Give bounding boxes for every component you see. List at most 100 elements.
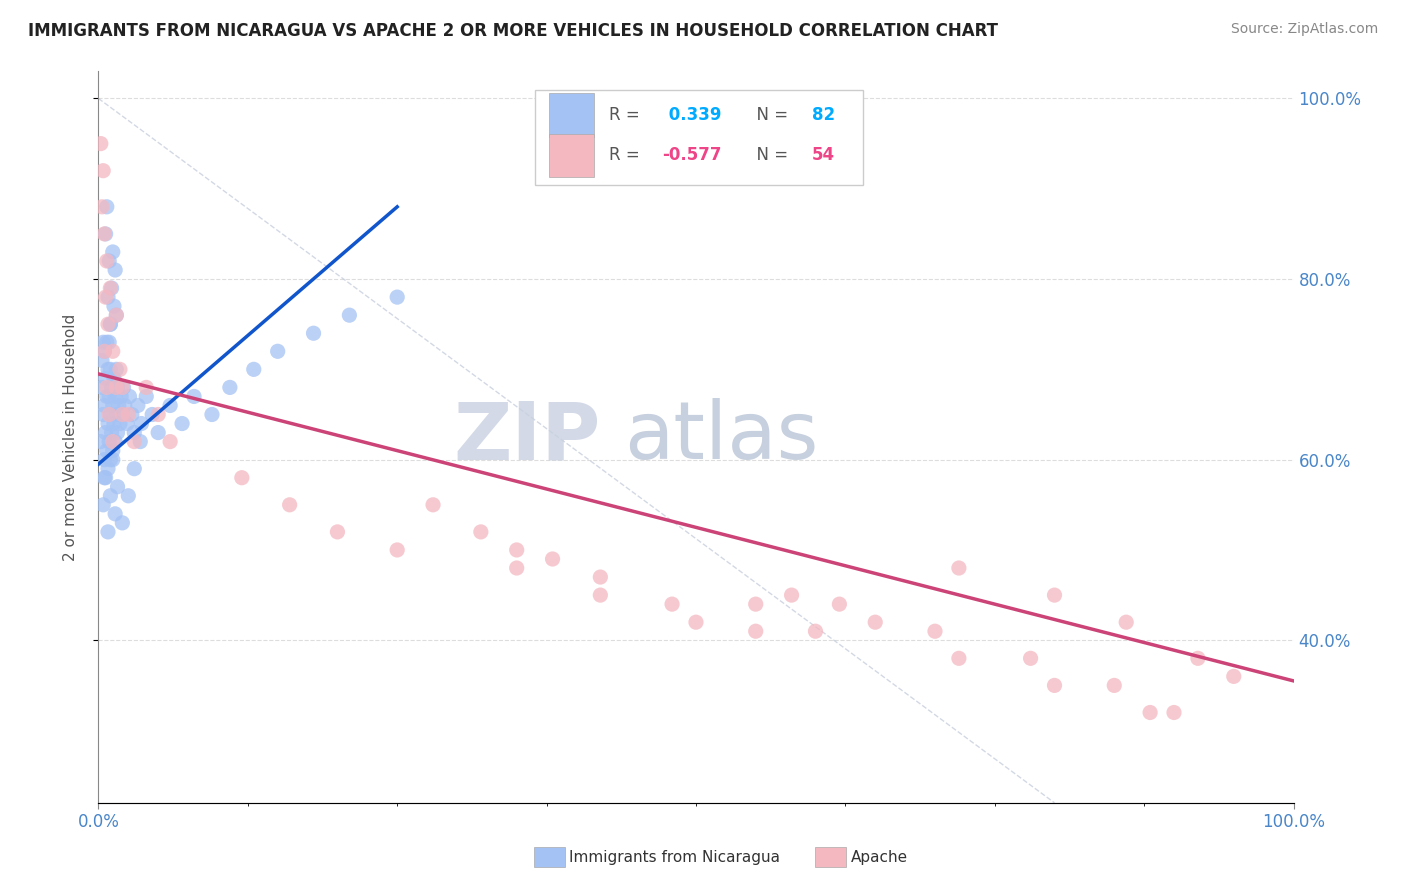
Point bbox=[111, 408, 134, 422]
Point bbox=[118, 389, 141, 403]
Point bbox=[231, 471, 253, 485]
Point bbox=[172, 417, 194, 431]
Point bbox=[948, 651, 970, 665]
Point bbox=[148, 425, 170, 440]
Point bbox=[506, 561, 529, 575]
Point bbox=[98, 317, 122, 331]
Text: IMMIGRANTS FROM NICARAGUA VS APACHE 2 OR MORE VEHICLES IN HOUSEHOLD CORRELATION : IMMIGRANTS FROM NICARAGUA VS APACHE 2 OR… bbox=[28, 22, 998, 40]
Point bbox=[101, 443, 124, 458]
Point bbox=[100, 281, 122, 295]
Text: 82: 82 bbox=[811, 106, 835, 124]
Text: atlas: atlas bbox=[624, 398, 818, 476]
Point bbox=[1115, 615, 1137, 630]
Point bbox=[685, 615, 707, 630]
Point bbox=[93, 344, 115, 359]
Point bbox=[124, 434, 146, 449]
Point bbox=[91, 380, 114, 394]
Point bbox=[104, 434, 127, 449]
Point bbox=[103, 299, 125, 313]
Point bbox=[159, 434, 181, 449]
Text: 0.339: 0.339 bbox=[662, 106, 721, 124]
Point bbox=[745, 624, 768, 639]
Point bbox=[101, 452, 124, 467]
Point bbox=[112, 380, 135, 394]
Point bbox=[91, 408, 114, 422]
Point bbox=[924, 624, 946, 639]
Point bbox=[589, 588, 612, 602]
Point bbox=[302, 326, 325, 341]
Point bbox=[506, 543, 529, 558]
Point bbox=[541, 552, 564, 566]
Point bbox=[1223, 669, 1246, 683]
Point bbox=[111, 380, 134, 394]
Point bbox=[96, 254, 118, 268]
Point bbox=[98, 452, 122, 467]
Point bbox=[101, 434, 124, 449]
Text: Source: ZipAtlas.com: Source: ZipAtlas.com bbox=[1230, 22, 1378, 37]
Point bbox=[93, 344, 115, 359]
Point bbox=[326, 524, 349, 539]
Point bbox=[94, 290, 117, 304]
Point bbox=[385, 290, 409, 304]
Point bbox=[115, 417, 138, 431]
Point bbox=[127, 399, 149, 413]
Point bbox=[219, 380, 242, 394]
Text: R =: R = bbox=[609, 146, 645, 164]
Point bbox=[98, 281, 122, 295]
Point bbox=[661, 597, 683, 611]
Point bbox=[90, 136, 112, 151]
Point bbox=[96, 443, 118, 458]
Point bbox=[98, 408, 122, 422]
Point bbox=[91, 200, 114, 214]
Point bbox=[97, 524, 120, 539]
Point bbox=[90, 434, 112, 449]
Point bbox=[97, 290, 120, 304]
Point bbox=[107, 425, 129, 440]
Point bbox=[865, 615, 887, 630]
Point bbox=[96, 335, 118, 350]
Point bbox=[98, 335, 121, 350]
Text: Immigrants from Nicaragua: Immigrants from Nicaragua bbox=[569, 850, 780, 864]
Point bbox=[97, 317, 120, 331]
Point bbox=[111, 516, 134, 530]
Point bbox=[103, 417, 125, 431]
Point bbox=[96, 200, 118, 214]
Point bbox=[100, 425, 122, 440]
Point bbox=[124, 425, 146, 440]
Point bbox=[105, 308, 128, 322]
Point bbox=[93, 399, 115, 413]
Point bbox=[1163, 706, 1185, 720]
Text: N =: N = bbox=[747, 146, 793, 164]
Point bbox=[104, 389, 127, 403]
Point bbox=[105, 308, 128, 322]
Point bbox=[131, 417, 153, 431]
Point bbox=[804, 624, 827, 639]
Point bbox=[96, 380, 118, 394]
Point bbox=[107, 399, 129, 413]
Point bbox=[97, 461, 120, 475]
Point bbox=[278, 498, 301, 512]
Point bbox=[201, 408, 224, 422]
Point bbox=[121, 408, 143, 422]
Point bbox=[94, 425, 117, 440]
Point bbox=[828, 597, 851, 611]
Point bbox=[110, 389, 132, 403]
Point bbox=[91, 498, 114, 512]
Text: N =: N = bbox=[747, 106, 793, 124]
Point bbox=[108, 362, 131, 376]
Point bbox=[103, 371, 125, 385]
Text: ZIP: ZIP bbox=[453, 398, 600, 476]
Point bbox=[98, 389, 121, 403]
Point bbox=[96, 389, 118, 403]
Point bbox=[93, 227, 115, 241]
Point bbox=[267, 344, 290, 359]
Point bbox=[100, 380, 122, 394]
Point bbox=[101, 399, 124, 413]
Point bbox=[105, 362, 128, 376]
Point bbox=[1019, 651, 1042, 665]
Point bbox=[101, 344, 124, 359]
Point bbox=[129, 434, 152, 449]
Point bbox=[243, 362, 266, 376]
Point bbox=[948, 561, 970, 575]
Point bbox=[94, 371, 117, 385]
